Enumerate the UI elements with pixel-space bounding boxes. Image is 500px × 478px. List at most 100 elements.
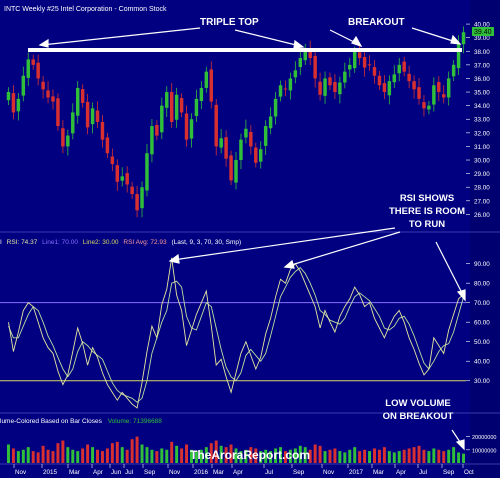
volume-bar [140, 444, 144, 463]
volume-bar [66, 447, 70, 463]
date-tick-label: 2016 [194, 469, 209, 476]
volume-bar [165, 449, 169, 463]
volume-bar [185, 444, 189, 463]
candle-body [333, 81, 337, 93]
rsi-room-label-line3: TO RUN [409, 219, 445, 230]
candle-body [21, 75, 26, 96]
volume-bar [61, 440, 65, 463]
rsi-tick-label: 90.00 [474, 261, 490, 268]
triple-top-arrowhead-right [293, 39, 305, 49]
date-tick-label: Mar [69, 469, 80, 476]
volume-bar [417, 445, 421, 463]
candle-body [318, 81, 322, 95]
volume-bar [214, 440, 218, 463]
candle-body [130, 186, 134, 195]
candle-body [61, 128, 65, 147]
candle-body [273, 98, 278, 117]
last-price-label: 39.40 [474, 29, 492, 36]
volume-bar [91, 447, 95, 463]
date-tick-label: Nov [323, 469, 335, 476]
volume-legend-label: lume-Colored Based on Bar Closes [0, 418, 103, 425]
volume-bar [407, 448, 411, 463]
volume-bar [239, 451, 243, 463]
candle-body [36, 62, 40, 79]
price-tick-label: 27.00 [474, 198, 490, 205]
volume-bar [427, 451, 431, 463]
candle-body [268, 116, 273, 129]
volume-bar [382, 447, 386, 463]
volume-bar [244, 449, 248, 463]
low-volume-label-line2: ON BREAKOUT [383, 411, 454, 422]
volume-bar [422, 449, 426, 463]
low-volume-label-line1: LOW VOLUME [385, 398, 450, 409]
volume-bar [51, 451, 55, 463]
chart-header-title: INTC Weekly #25 Intel Corporation - Comm… [4, 6, 167, 13]
candle-body [31, 59, 35, 65]
date-tick-label: Apr [93, 469, 103, 476]
candle-body [442, 94, 446, 98]
candle-body [278, 85, 283, 97]
candle-body [16, 98, 21, 112]
volume-bar [343, 452, 347, 463]
candle-body [189, 119, 194, 139]
rsi-tick-label: 80.00 [474, 281, 490, 288]
volume-legend-value: Volume: 71396688 [108, 418, 163, 425]
volume-bar [204, 447, 208, 463]
triple-top-arrow-right [234, 29, 301, 47]
volume-bar [175, 445, 179, 463]
volume-bar [397, 451, 401, 463]
volume-bar [402, 449, 406, 463]
candle-body [229, 155, 233, 181]
volume-bar [412, 447, 416, 463]
volume-bar [209, 443, 213, 463]
candle-body [323, 78, 327, 96]
candle-body [125, 173, 129, 185]
candle-body [239, 139, 243, 161]
candle-body [387, 81, 392, 96]
candle-body [51, 96, 55, 102]
candle-body [254, 147, 258, 163]
volume-bar [130, 439, 134, 463]
candle-body [313, 55, 317, 79]
volume-tick-label: 10000000 [472, 448, 496, 454]
volume-bar [16, 451, 20, 463]
volume-bar [234, 448, 238, 463]
date-tick-label: Sep [443, 469, 455, 476]
candle-body [343, 71, 347, 83]
volume-bar [160, 448, 164, 463]
price-tick-label: 26.00 [474, 212, 490, 219]
price-tick-label: 28.00 [474, 185, 490, 192]
candle-body [244, 128, 248, 138]
candle-body [56, 98, 60, 127]
volume-bar [36, 452, 40, 463]
last-price-badge [472, 27, 494, 36]
candle-body [100, 121, 105, 140]
volume-bar [150, 449, 154, 463]
candle-body [165, 92, 169, 108]
candle-body [402, 61, 406, 72]
candle-body [328, 77, 332, 86]
rsi-legend-line1: Line1: 70.00 [42, 239, 78, 246]
candle-body [382, 83, 387, 93]
volume-bar [308, 449, 312, 463]
volume-bar [105, 448, 109, 463]
price-tick-label: 40.00 [474, 22, 490, 29]
candle-body [110, 156, 115, 165]
candle-body [135, 194, 139, 211]
candle-body [298, 58, 303, 68]
candle-body [461, 32, 466, 45]
candle-body [338, 82, 342, 95]
volume-bar [26, 447, 30, 463]
volume-bar [86, 444, 90, 463]
candle-body [288, 78, 293, 91]
volume-axis: 20000000 10000000 [466, 435, 496, 454]
date-tick-label: Sep [293, 469, 305, 476]
volume-bar [377, 449, 381, 463]
rsi-plot [0, 257, 466, 409]
candle-body [204, 71, 209, 88]
date-tick-label: Jul [265, 469, 273, 476]
candle-body [214, 104, 218, 147]
volume-bar [190, 449, 193, 463]
